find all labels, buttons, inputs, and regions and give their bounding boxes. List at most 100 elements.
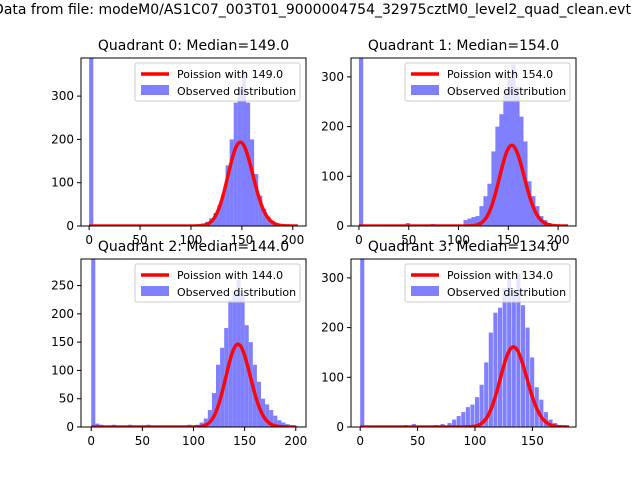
histogram-bar — [281, 422, 286, 427]
y-tick-label: 100 — [321, 370, 344, 384]
subplot-grid: 0 50 100 150 200 0 100 200 300 Quadrant 0: Median… — [51, 38, 577, 448]
y-tick-label: 0 — [336, 420, 344, 434]
legend-observed-label: Observed distribution — [177, 286, 296, 299]
subplot-quadrant-3: 0 50 100 150 0 100 200 300 Quadrant 3: Median=13… — [321, 239, 577, 448]
observed-histogram — [89, 58, 295, 226]
subplot-quadrant-1: 0 50 100 150 200 0 100 200 300 Quadrant 1: Median… — [321, 38, 577, 247]
poisson-curve-group — [358, 143, 569, 226]
histogram-bar — [266, 216, 271, 226]
y-tick-label: 300 — [51, 89, 74, 103]
histogram-bar — [495, 126, 500, 226]
x-tick-label: 200 — [284, 434, 307, 448]
histogram-bar — [213, 213, 218, 226]
subplot-quadrant-2: 0 50 100 150 200 0 50 100 150 200 250 Quadrant 2: M… — [51, 239, 307, 448]
legend-box — [134, 62, 301, 102]
histogram-bar — [461, 412, 466, 427]
legend-observed-swatch — [141, 85, 169, 95]
histogram-bar — [463, 220, 468, 226]
histogram-bar — [244, 325, 249, 427]
legend-poisson-label: Poission with 154.0 — [447, 68, 553, 81]
figure-suptitle: Data from file: modeM0/AS1C07_003T01_900… — [0, 2, 640, 18]
histogram-bar — [221, 193, 226, 226]
histogram-bar — [237, 87, 242, 226]
histogram-bar — [475, 216, 480, 226]
histogram-bar — [89, 58, 94, 226]
histogram-bar — [273, 415, 278, 427]
legend: Poission with 154.0 Observed distribution — [404, 62, 571, 102]
histogram-bar — [484, 362, 489, 427]
y-tick-label: 50 — [59, 392, 74, 406]
x-tick-label: 50 — [401, 233, 416, 247]
histogram-bar — [471, 217, 476, 226]
histogram-bar — [465, 407, 470, 427]
legend-observed-swatch — [411, 286, 439, 296]
histogram-bar — [265, 404, 270, 427]
histogram-bar — [203, 418, 208, 427]
histogram-bar — [358, 58, 364, 226]
histogram-bar — [507, 76, 512, 226]
legend-box — [404, 62, 571, 102]
x-tick-label: 50 — [132, 233, 147, 247]
histogram-bar — [511, 290, 516, 427]
y-tick-label: 200 — [321, 120, 344, 134]
histogram-bar — [233, 102, 238, 226]
legend-box — [404, 263, 571, 303]
histogram-bar — [245, 102, 251, 226]
histogram-bar — [250, 139, 255, 226]
histogram-bar — [493, 312, 498, 427]
y-tick-label: 100 — [51, 363, 74, 377]
x-tick-label: 200 — [547, 233, 570, 247]
histogram-bar — [539, 399, 544, 427]
histogram-bar — [452, 419, 457, 427]
x-tick-label: 0 — [87, 434, 95, 448]
legend-observed-label: Observed distribution — [177, 85, 296, 98]
x-tick-label: 100 — [464, 434, 487, 448]
histogram-bar — [269, 410, 274, 427]
x-tick-label: 100 — [447, 233, 470, 247]
y-tick-label: 0 — [66, 420, 74, 434]
x-tick-label: 50 — [135, 434, 150, 448]
histogram-bar — [258, 195, 263, 226]
subplot-title: Quadrant 1: Median=154.0 — [368, 38, 559, 54]
histogram-bar — [470, 404, 475, 427]
subplot-title: Quadrant 2: Median=144.0 — [98, 239, 289, 255]
histogram-bar — [211, 393, 216, 427]
x-tick-label: 100 — [182, 434, 205, 448]
x-tick-label: 150 — [497, 233, 520, 247]
axes-frame — [350, 57, 577, 227]
histogram-bar — [497, 307, 503, 427]
histogram-bar — [91, 259, 96, 427]
legend: Poission with 144.0 Observed distribution — [134, 263, 301, 303]
histogram-bar — [232, 291, 237, 427]
y-tick-label: 0 — [66, 219, 74, 233]
histogram-bar — [254, 174, 259, 226]
axes-frame — [350, 258, 577, 428]
poisson-curve — [88, 140, 299, 226]
histogram-bar — [236, 279, 241, 427]
histogram-bar — [216, 364, 221, 427]
histogram-bar — [262, 208, 267, 226]
legend-observed-swatch — [141, 286, 169, 296]
histogram-bar — [474, 397, 480, 427]
y-tick-label: 0 — [336, 219, 344, 233]
histogram-bar — [479, 206, 484, 226]
legend-observed-label: Observed distribution — [447, 286, 566, 299]
legend: Poission with 134.0 Observed distribution — [404, 263, 571, 303]
histogram-bar — [483, 196, 488, 226]
poisson-curve — [358, 143, 569, 226]
y-tick-label: 300 — [321, 70, 344, 84]
histogram-bar — [488, 332, 493, 427]
legend: Poission with 149.0 Observed distribution — [134, 62, 301, 102]
histogram-bar — [447, 423, 452, 427]
subplot-quadrant-0: 0 50 100 150 200 0 100 200 300 Quadrant 0: Median… — [51, 38, 307, 247]
legend-poisson-label: Poission with 134.0 — [447, 269, 553, 282]
histogram-bar — [225, 165, 230, 226]
y-tick-label: 300 — [321, 271, 344, 285]
legend-box — [134, 263, 301, 303]
y-tick-label: 250 — [51, 279, 74, 293]
histogram-bar — [487, 183, 492, 226]
legend-observed-swatch — [411, 85, 439, 95]
histogram-bar — [527, 181, 532, 226]
subplot-title: Quadrant 0: Median=149.0 — [98, 38, 289, 54]
